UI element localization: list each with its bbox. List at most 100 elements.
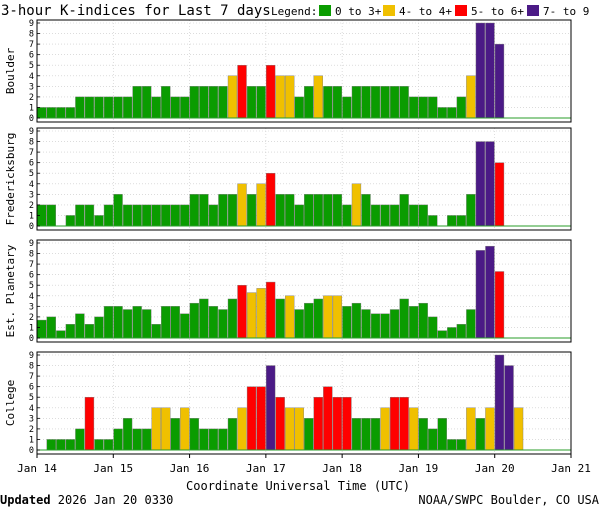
bar (456, 96, 467, 119)
bar (466, 309, 476, 339)
bar (246, 292, 257, 339)
bar (180, 204, 190, 227)
bar (304, 194, 314, 227)
legend: 0 to 3+ 4- to 4+ 5- to 6+ 7- to 9 (319, 5, 589, 18)
bar (265, 365, 276, 451)
legend-swatch-3 (455, 5, 467, 16)
panel-label: Boulder (4, 47, 17, 94)
bar (485, 407, 495, 451)
bar (75, 204, 85, 227)
bar (294, 309, 304, 339)
bar (428, 215, 438, 227)
bar (313, 397, 323, 451)
bar (285, 75, 295, 119)
y-tick-label: 4 (29, 404, 34, 414)
bar (141, 428, 152, 451)
bar (351, 418, 362, 451)
bar (342, 204, 352, 227)
bar (132, 306, 142, 339)
x-tick-label: Jan 17 (246, 462, 286, 475)
bar (294, 204, 304, 227)
bar (323, 86, 333, 119)
y-tick-label: 8 (29, 250, 34, 260)
y-tick-label: 4 (29, 292, 34, 302)
bar (342, 96, 352, 119)
bar (227, 194, 238, 227)
bar (141, 309, 152, 339)
bar (332, 194, 343, 227)
bar (208, 306, 219, 339)
bar (256, 288, 266, 339)
x-tick-label: Jan 20 (475, 462, 515, 475)
y-tick-label: 9 (29, 127, 34, 137)
bar (418, 96, 428, 119)
bar (65, 215, 76, 227)
bar (275, 298, 285, 339)
bar (275, 75, 285, 119)
bar (513, 407, 524, 451)
bar (151, 324, 161, 339)
panel-label: Est. Planetary (4, 244, 17, 337)
y-tick-label: 8 (29, 362, 34, 372)
x-tick-label: Jan 15 (93, 462, 133, 475)
bar (141, 204, 152, 227)
y-tick-label: 5 (29, 169, 34, 179)
bar (94, 96, 104, 119)
bar (161, 306, 171, 339)
y-tick-label: 1 (29, 323, 34, 333)
bar (389, 86, 400, 119)
bar (237, 407, 247, 451)
y-tick-label: 9 (29, 239, 34, 249)
bar (494, 354, 505, 451)
bar (370, 418, 381, 451)
y-tick-label: 8 (29, 30, 34, 40)
panel-label: College (4, 380, 17, 426)
panels: 0123456789Boulder0123456789Fredericksbur… (4, 19, 572, 456)
bar (285, 194, 295, 227)
y-tick-label: 0 (29, 222, 34, 232)
bar (141, 86, 152, 119)
bar (218, 428, 228, 451)
bar (199, 298, 209, 339)
y-tick-label: 1 (29, 103, 34, 113)
bar (361, 86, 371, 119)
legend-entry-3: 5- to 6+ (471, 5, 524, 18)
bar (485, 141, 495, 227)
bar (332, 397, 343, 451)
bar (180, 313, 190, 339)
bar (122, 204, 133, 227)
bar (313, 298, 323, 339)
x-axis-ticks: Jan 14 Jan 15 Jan 16 Jan 17 Jan 18 Jan 19 Jan … (17, 454, 591, 475)
bar (437, 107, 447, 119)
bar (132, 204, 142, 227)
bar (351, 302, 362, 339)
bar (447, 215, 457, 227)
bar (494, 43, 505, 119)
bar (170, 96, 180, 119)
y-tick-label: 7 (29, 372, 34, 382)
bar (237, 183, 247, 227)
bar (428, 428, 438, 451)
legend-swatch-4 (527, 5, 539, 16)
bar (485, 22, 495, 119)
bar (485, 245, 495, 339)
bar (256, 183, 266, 227)
bar (294, 96, 304, 119)
bar (285, 295, 295, 339)
bar (199, 194, 209, 227)
y-tick-label: 5 (29, 61, 34, 71)
updated-value: 2026 Jan 20 0330 (51, 493, 174, 507)
bar (56, 107, 66, 119)
y-tick-label: 1 (29, 211, 34, 221)
bar (399, 397, 409, 451)
x-tick-label: Jan 16 (170, 462, 210, 475)
bar (456, 439, 467, 451)
bar (475, 418, 486, 451)
x-tick-label: Jan 18 (322, 462, 362, 475)
bar (84, 397, 95, 451)
bar (256, 86, 266, 119)
bar (332, 86, 343, 119)
bar (227, 418, 238, 451)
